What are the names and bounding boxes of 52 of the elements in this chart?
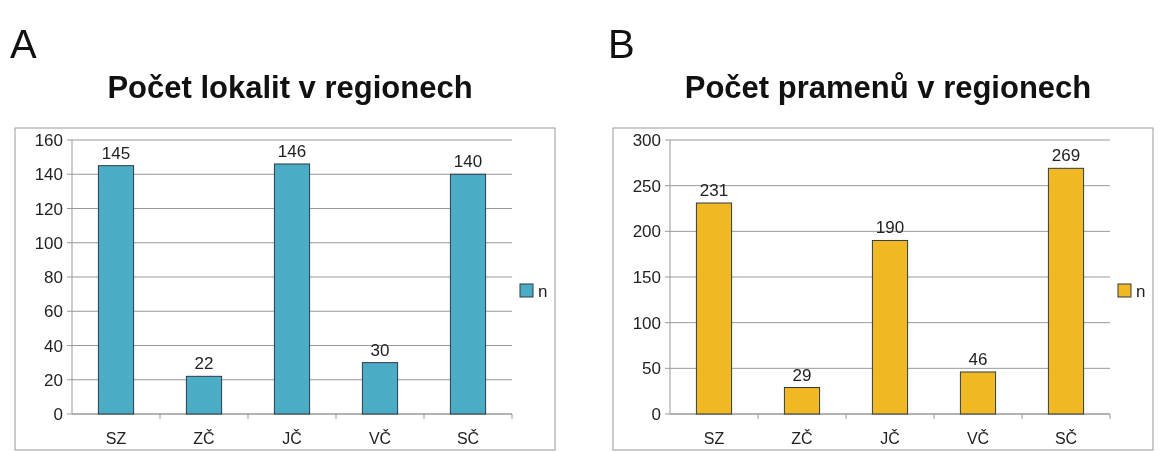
y-tick-label: 120 [34,199,63,219]
y-tick-label: 80 [44,268,63,287]
y-tick-label: 150 [632,268,661,287]
y-tick-label: 100 [632,313,661,333]
data-label: 30 [370,340,390,360]
x-tick-label: SČ [1054,429,1078,447]
data-label: 22 [194,354,214,374]
y-tick-label: 0 [53,405,63,424]
x-tick-label: JČ [880,429,900,447]
chart-title: Počet pramenů v regionech [684,70,1092,105]
bar [959,371,997,415]
bar [361,362,399,415]
data-label: 146 [277,141,307,161]
y-tick-label: 40 [44,336,63,356]
bar [1047,167,1085,415]
bar [783,387,821,415]
y-tick-label: 200 [632,222,661,242]
x-tick-label: SČ [456,429,480,447]
y-tick-label: 140 [34,165,63,185]
text: B [608,22,635,66]
bar [185,375,223,415]
bar [695,202,733,415]
x-tick-label: SZ [703,430,725,447]
x-tick-label: VČ [368,429,392,447]
data-label: 269 [1051,146,1081,166]
data-label: 145 [101,143,131,163]
y-tick-label: 250 [632,176,661,196]
x-tick-label: ZČ [193,429,215,447]
y-tick-label: 160 [34,131,63,150]
y-tick-label: 0 [651,405,661,424]
bar [449,173,487,415]
x-tick-label: VČ [966,429,990,447]
y-tick-label: 300 [632,131,661,150]
bar [97,165,135,415]
chart-title: Počet lokalit v regionech [107,70,473,105]
bar [273,163,311,415]
legend-label: n [538,282,548,301]
x-tick-label: JČ [282,429,302,447]
y-tick-label: 60 [44,302,63,322]
data-label: 231 [699,181,729,201]
y-tick-label: 20 [44,370,63,390]
data-label: 46 [968,349,988,369]
data-label: 190 [875,218,905,238]
x-tick-label: SZ [105,430,127,447]
data-label: 29 [792,365,812,385]
text: A [10,22,37,66]
x-tick-label: ZČ [791,429,813,447]
y-tick-label: 100 [34,233,63,253]
legend-label: n [1136,282,1146,301]
data-label: 140 [453,152,483,172]
y-tick-label: 50 [642,359,661,379]
bar [871,239,909,415]
